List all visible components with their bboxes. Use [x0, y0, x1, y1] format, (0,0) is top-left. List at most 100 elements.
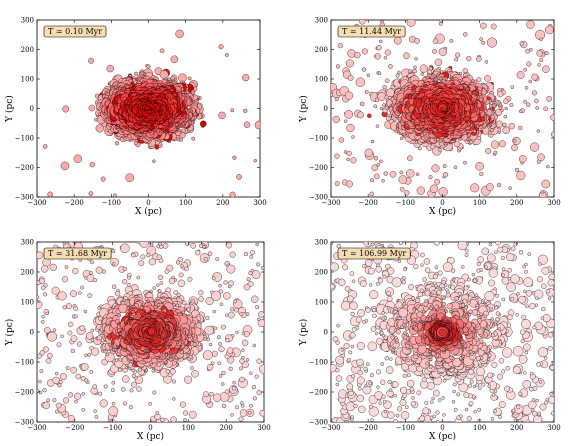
data-point: [497, 90, 504, 98]
data-point: [522, 380, 531, 389]
data-point: [84, 353, 88, 357]
data-point: [390, 84, 395, 89]
x-axis-label: X (pc): [137, 431, 164, 442]
data-point: [168, 278, 176, 285]
data-point: [401, 279, 406, 285]
data-point: [39, 278, 45, 284]
data-point: [407, 155, 413, 161]
data-point: [513, 346, 524, 357]
data-point: [148, 402, 152, 406]
data-point: [503, 114, 508, 119]
data-point: [351, 327, 357, 332]
data-point: [62, 397, 70, 404]
data-point: [351, 135, 355, 139]
data-point: [521, 314, 527, 320]
data-point: [160, 417, 165, 422]
data-point: [67, 392, 74, 398]
data-point: [368, 404, 374, 409]
data-point: [507, 267, 513, 273]
data-point: [531, 291, 536, 295]
data-point: [504, 385, 510, 392]
data-point: [205, 297, 214, 305]
data-point: [202, 350, 213, 361]
y-tick-label: 100: [21, 299, 34, 307]
data-point: [131, 253, 136, 258]
data-point: [357, 111, 364, 119]
data-point: [205, 315, 210, 320]
x-tick-label: 200: [219, 424, 232, 432]
y-tick-label: 100: [315, 76, 328, 84]
data-point: [480, 22, 487, 29]
data-point: [399, 136, 404, 141]
x-tick-label: 300: [257, 424, 270, 432]
data-point: [335, 355, 345, 365]
data-point: [375, 266, 382, 273]
data-point: [248, 271, 253, 276]
data-point: [198, 296, 204, 302]
data-point: [80, 363, 89, 371]
data-point: [488, 103, 493, 108]
data-point: [335, 64, 341, 69]
data-point: [393, 419, 398, 422]
data-point: [146, 253, 151, 258]
time-label-box: T = 31.68 Myr: [43, 247, 112, 260]
data-point: [538, 262, 542, 266]
data-point: [93, 409, 97, 413]
data-point: [346, 383, 354, 390]
data-point: [413, 65, 417, 69]
data-point: [199, 243, 204, 248]
data-point: [493, 409, 497, 413]
data-point: [70, 335, 78, 342]
data-point: [252, 343, 256, 348]
data-point: [223, 292, 231, 300]
data-point: [453, 140, 461, 148]
data-point: [162, 243, 169, 249]
data-point: [245, 358, 250, 362]
data-point: [331, 262, 339, 272]
data-point: [241, 331, 246, 336]
data-point: [230, 108, 235, 113]
data-point: [223, 280, 228, 285]
data-point: [183, 410, 189, 416]
data-point: [95, 124, 104, 133]
data-point: [537, 254, 548, 265]
data-point: [112, 284, 117, 289]
data-point: [541, 179, 551, 189]
data-point: [526, 61, 532, 67]
data-point: [374, 391, 383, 400]
data-point: [435, 410, 440, 415]
data-point: [501, 267, 506, 272]
data-point: [43, 292, 48, 297]
data-point: [203, 257, 208, 262]
data-point: [41, 265, 49, 273]
data-point: [37, 300, 43, 309]
data-point: [370, 418, 374, 422]
data-point: [347, 75, 354, 81]
data-point: [549, 365, 554, 371]
data-point: [518, 355, 528, 364]
data-point: [349, 271, 355, 276]
data-point: [338, 137, 345, 143]
data-point: [539, 58, 544, 63]
x-tick-label: 300: [547, 199, 560, 207]
data-point: [46, 398, 50, 402]
data-point: [542, 65, 550, 73]
data-point: [495, 109, 502, 116]
data-point: [414, 57, 418, 61]
y-tick-label: 0: [30, 329, 34, 337]
data-point: [344, 110, 353, 119]
data-point: [225, 242, 233, 249]
data-point: [231, 386, 237, 391]
data-point: [538, 380, 543, 384]
data-point: [357, 309, 366, 317]
data-point: [145, 106, 150, 111]
data-point: [159, 70, 169, 79]
data-point: [75, 373, 82, 380]
data-point: [147, 327, 156, 336]
time-label-box: T = 0.10 Myr: [43, 25, 107, 38]
data-point: [472, 384, 477, 389]
data-point: [487, 253, 496, 263]
data-point: [510, 296, 515, 302]
data-point: [531, 73, 539, 81]
data-point: [47, 352, 53, 359]
